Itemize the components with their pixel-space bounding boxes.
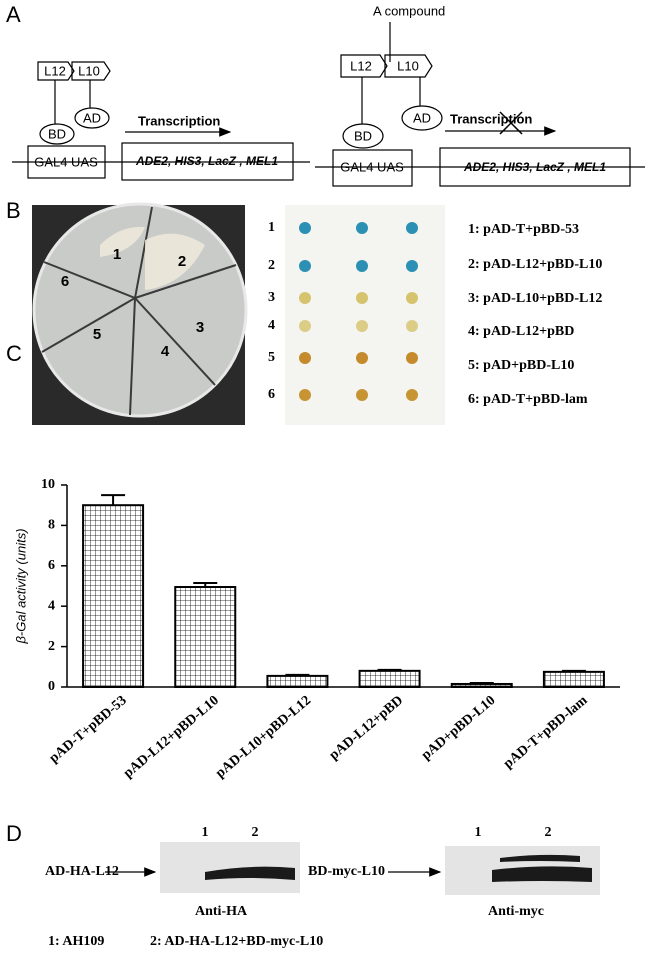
- panel-label: B: [6, 198, 21, 223]
- spot: [356, 260, 368, 272]
- x-tick-label: pAD-T+pBD-lam: [501, 693, 591, 772]
- protein-label: L12: [350, 58, 372, 73]
- domain-label: BD: [48, 126, 66, 141]
- uas-label: GAL4 UAS: [340, 159, 404, 174]
- spot: [356, 389, 368, 401]
- y-tick-label: 4: [48, 598, 55, 613]
- band: [205, 866, 295, 880]
- spot: [356, 352, 368, 364]
- domain-label: AD: [413, 110, 431, 125]
- spot: [406, 222, 418, 234]
- spot: [299, 389, 311, 401]
- antibody-label: Anti-myc: [488, 904, 544, 919]
- lane-label: 2: [252, 825, 259, 840]
- lane-label: 1: [475, 825, 482, 840]
- spot: [356, 292, 368, 304]
- lane-label: 1: [202, 825, 209, 840]
- legend-text: 2: pAD-L12+pBD-L10: [468, 257, 602, 272]
- sector-label: 1: [113, 246, 121, 263]
- x-tick-label: pAD+pBD-L10: [419, 693, 499, 763]
- panel-label: A: [6, 2, 21, 27]
- plate-photo: [32, 202, 248, 425]
- y-tick-label: 0: [48, 679, 55, 694]
- row-label: 3: [268, 290, 275, 305]
- sector-label: 3: [196, 319, 204, 336]
- protein-label: BD-myc-L10: [308, 864, 385, 879]
- legend-text: 4: pAD-L12+pBD: [468, 324, 574, 339]
- spot: [356, 222, 368, 234]
- uas-label: GAL4 UAS: [34, 154, 98, 169]
- spot: [299, 292, 311, 304]
- y-tick-label: 10: [41, 477, 55, 492]
- legend-text: 3: pAD-L10+pBD-L12: [468, 291, 602, 306]
- sector-label: 2: [178, 253, 186, 270]
- sector-label: 4: [161, 343, 170, 360]
- bar: [82, 504, 145, 689]
- row-label: 2: [268, 258, 275, 273]
- protein-label: L12: [44, 63, 66, 78]
- protein-label: L10: [78, 63, 100, 78]
- row-label: 5: [268, 350, 275, 365]
- x-tick-label: pAD-T+pBD-53: [47, 693, 130, 766]
- key-text: 2: AD-HA-L12+BD-myc-L10: [150, 934, 323, 949]
- genes-label: ADE2, HIS3, LacZ , MEL1: [463, 160, 606, 174]
- bar: [542, 670, 605, 688]
- spot-paper: [285, 205, 445, 425]
- diagram-left: L12 L10 BD AD GAL4 UAS Transcription ADE…: [12, 61, 310, 181]
- y-tick-label: 8: [48, 518, 55, 533]
- spot: [406, 292, 418, 304]
- y-axis-label: β-Gal activity (units): [13, 528, 28, 644]
- sector-label: 5: [93, 326, 101, 343]
- legend-text: 5: pAD+pBD-L10: [468, 358, 574, 373]
- bar: [174, 586, 237, 689]
- protein-label: AD-HA-L12: [45, 864, 119, 879]
- spot: [406, 352, 418, 364]
- spot: [406, 260, 418, 272]
- row-label: 6: [268, 387, 275, 402]
- bar: [358, 669, 421, 689]
- y-tick-label: 6: [48, 558, 55, 573]
- domain-label: BD: [354, 128, 372, 143]
- spot: [356, 320, 368, 332]
- row-label: 4: [268, 318, 275, 333]
- legend-text: 1: pAD-T+pBD-53: [468, 222, 579, 237]
- band: [492, 854, 592, 882]
- x-tick-label: pAD-L12+pBD-L10: [121, 693, 222, 781]
- x-tick-label: pAD-L12+pBD: [327, 693, 407, 763]
- spot: [406, 389, 418, 401]
- spot: [299, 222, 311, 234]
- row-label: 1: [268, 220, 275, 235]
- spot: [299, 260, 311, 272]
- panel-label: C: [6, 341, 22, 366]
- transcription-label: Transcription: [138, 113, 220, 128]
- legend-text: 6: pAD-T+pBD-lam: [468, 392, 588, 407]
- key-text: 1: AH109: [48, 934, 104, 949]
- domain-label: AD: [83, 110, 101, 125]
- bar: [266, 674, 329, 689]
- diagram-right: A compound L12 L10 BD AD GAL4 UAS Transc…: [315, 3, 645, 187]
- protein-label: L10: [397, 58, 419, 73]
- genes-label: ADE2, HIS3, LacZ , MEL1: [135, 154, 278, 168]
- spot: [299, 320, 311, 332]
- bar: [450, 682, 513, 688]
- compound-label: A compound: [373, 3, 445, 18]
- sector-label: 6: [61, 273, 69, 290]
- y-tick-label: 2: [48, 639, 55, 654]
- lane-label: 2: [545, 825, 552, 840]
- x-tick-label: pAD-L10+pBD-L12: [213, 693, 314, 781]
- spot: [299, 352, 311, 364]
- panel-label: D: [6, 821, 22, 846]
- antibody-label: Anti-HA: [195, 904, 248, 919]
- spot: [406, 320, 418, 332]
